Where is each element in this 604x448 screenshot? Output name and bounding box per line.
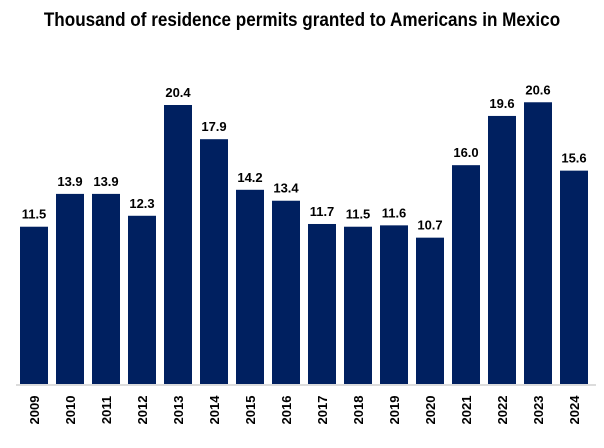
bar-2009: [20, 226, 48, 384]
bar-2014: [200, 139, 228, 384]
bar-2021: [452, 165, 480, 384]
x-tick-label: 2011: [99, 396, 114, 424]
bar-2012: [128, 215, 156, 384]
bar-2015: [236, 189, 264, 384]
x-tick-label: 2014: [207, 395, 222, 425]
data-label: 13.4: [273, 181, 299, 196]
x-tick-label: 2022: [495, 396, 510, 425]
data-label: 16.0: [453, 145, 478, 160]
bar-2017: [308, 223, 336, 384]
bar-2013: [164, 105, 192, 384]
bar-2022: [488, 115, 516, 385]
data-label: 10.7: [417, 218, 442, 233]
x-tick-label: 2018: [351, 396, 366, 425]
bar-2023: [524, 102, 552, 384]
x-tick-label: 2019: [387, 396, 402, 425]
bar-2018: [344, 226, 372, 384]
x-tick-label: 2010: [63, 396, 78, 425]
x-tick-label: 2020: [423, 396, 438, 425]
data-label: 20.6: [525, 82, 550, 97]
x-tick-label: 2024: [567, 395, 582, 425]
data-label: 11.5: [22, 207, 47, 222]
data-label: 11.7: [310, 204, 335, 219]
x-tick-label: 2021: [459, 396, 474, 425]
x-tick-label: 2013: [171, 396, 186, 425]
data-label: 14.2: [237, 170, 262, 185]
chart-title: Thousand of residence permits granted to…: [43, 10, 561, 31]
x-tick-label: 2012: [135, 396, 150, 425]
x-tick-label: 2016: [279, 396, 294, 425]
data-label: 11.6: [382, 205, 407, 220]
data-label: 13.9: [93, 174, 118, 189]
data-label: 13.9: [57, 174, 82, 189]
bar-2020: [416, 237, 444, 384]
bar-2010: [56, 193, 84, 384]
data-label: 20.4: [165, 85, 191, 100]
data-label: 12.3: [129, 196, 154, 211]
bar-2016: [272, 200, 300, 384]
x-tick-label: 2023: [531, 396, 546, 425]
bar-2024: [560, 170, 588, 384]
x-tick-label: 2015: [243, 396, 258, 425]
bar-2019: [380, 225, 408, 384]
data-label: 11.5: [346, 207, 371, 222]
bar-2011: [92, 193, 120, 384]
data-label: 15.6: [561, 151, 586, 166]
data-label: 17.9: [201, 119, 226, 134]
data-label: 19.6: [489, 96, 514, 111]
x-tick-label: 2009: [27, 396, 42, 425]
x-tick-label: 2017: [315, 396, 330, 425]
